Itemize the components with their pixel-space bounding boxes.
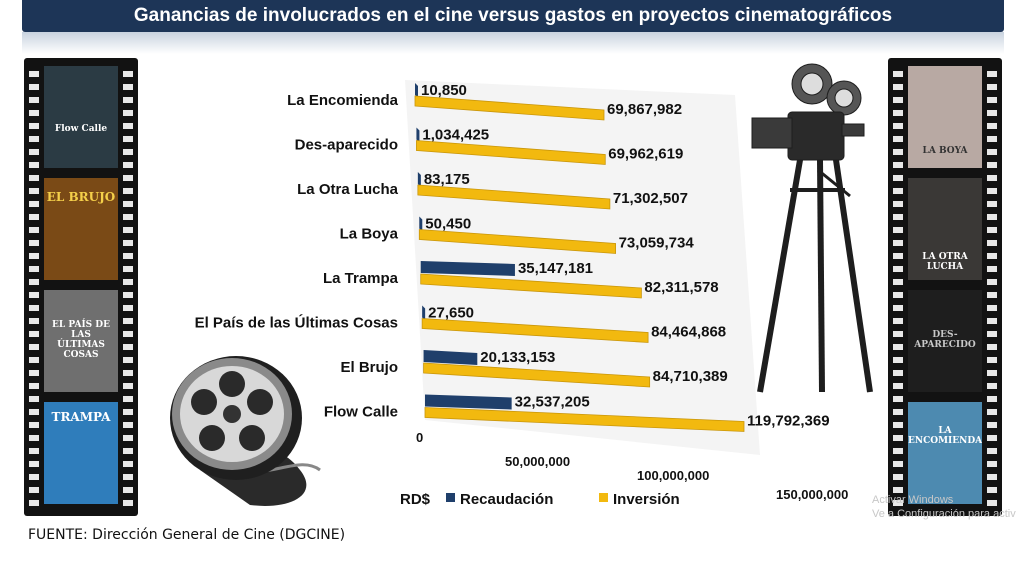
bar-recaudacion: [423, 350, 478, 365]
bar-inversion: [424, 407, 745, 432]
data-label-recaudacion: 32,537,205: [515, 394, 590, 411]
data-label-recaudacion: 20,133,153: [480, 349, 555, 366]
poster-des-aparecido: DES-APARECIDO: [908, 290, 982, 392]
poster-trampa: TRAMPA: [44, 402, 118, 504]
category-label: La Boya: [340, 226, 399, 243]
bar-inversion: [416, 140, 606, 165]
data-label-inversion: 119,792,369: [747, 413, 830, 430]
category-label: El Brujo: [340, 359, 398, 376]
bar-recaudacion: [416, 127, 420, 143]
legend-swatch-inversion: [599, 493, 608, 502]
data-label-inversion: 69,962,619: [608, 146, 683, 163]
data-label-inversion: 84,464,868: [651, 324, 726, 341]
bar-inversion: [418, 229, 616, 254]
data-label-inversion: 73,059,734: [619, 235, 695, 252]
data-label-inversion: 82,311,578: [644, 279, 718, 296]
film-reel-icon: [170, 356, 321, 506]
legend-title: RD$: [400, 491, 431, 508]
film-perforations: [893, 64, 903, 510]
bar-recaudacion: [422, 305, 426, 321]
bar-recaudacion: [425, 394, 512, 410]
category-label: La Trampa: [323, 270, 399, 287]
x-tick-label: 50,000,000: [505, 454, 570, 469]
film-strip-left: Flow Calle EL BRUJO EL PAÍS DE LAS ÚLTIM…: [24, 58, 138, 516]
bar-recaudacion: [419, 216, 423, 232]
poster-la-encomienda: LA ENCOMIENDA: [908, 402, 982, 504]
bar-inversion: [420, 273, 642, 299]
poster-la-boya: LA BOYA: [908, 66, 982, 168]
data-label-recaudacion: 83,175: [424, 171, 470, 188]
category-label: La Otra Lucha: [297, 181, 399, 198]
legend-label-recaudacion: Recaudación: [460, 491, 553, 508]
bar-inversion: [421, 318, 649, 343]
page-title: Ganancias de involucrados en el cine ver…: [22, 0, 1004, 32]
x-tick-label: 0: [416, 430, 423, 445]
film-perforations: [29, 64, 39, 510]
category-label: Des-aparecido: [295, 137, 398, 154]
windows-activation-watermark: Activar Windows Ve a Configuración para …: [872, 493, 1016, 521]
watermark-line: Ve a Configuración para activ: [872, 508, 1016, 520]
data-label-recaudacion: 50,450: [425, 216, 471, 233]
poster-el-brujo: EL BRUJO: [44, 178, 118, 280]
legend-label-inversion: Inversión: [613, 491, 680, 508]
category-label: El País de las Últimas Cosas: [195, 314, 398, 332]
data-label-recaudacion: 1,034,425: [422, 127, 489, 144]
poster-el-pais: EL PAÍS DE LAS ÚLTIMAS COSAS: [44, 290, 118, 392]
film-strip-right: LA BOYA LA OTRA LUCHA DES-APARECIDO LA E…: [888, 58, 1002, 516]
poster-flow-calle: Flow Calle: [44, 66, 118, 168]
x-tick-label: 100,000,000: [637, 468, 709, 483]
data-label-inversion: 69,867,982: [607, 101, 682, 118]
bar-recaudacion: [415, 83, 418, 98]
poster-la-otra-lucha: LA OTRA LUCHA: [908, 178, 982, 280]
data-label-inversion: 71,302,507: [613, 190, 688, 207]
data-label-recaudacion: 27,650: [428, 305, 474, 322]
bar-inversion: [423, 362, 651, 388]
category-label: Flow Calle: [324, 404, 398, 421]
legend-swatch-recaudacion: [446, 493, 455, 502]
movie-camera-icon: [751, 63, 873, 393]
data-label-recaudacion: 35,147,181: [518, 260, 593, 277]
plot-floor: [405, 80, 760, 455]
category-label: La Encomienda: [287, 92, 399, 109]
title-shadow: [22, 32, 1004, 54]
data-label-inversion: 84,710,389: [653, 368, 728, 385]
bar-inversion: [414, 95, 605, 121]
x-tick-label: 150,000,000: [776, 487, 848, 502]
data-label-recaudacion: 10,850: [421, 82, 467, 99]
source-note: FUENTE: Dirección General de Cine (DGCIN…: [28, 527, 346, 543]
bar-recaudacion: [417, 172, 421, 187]
film-perforations: [987, 64, 997, 510]
film-perforations: [123, 64, 133, 510]
bar-recaudacion: [420, 261, 515, 276]
bar-inversion: [417, 184, 611, 210]
watermark-line: Activar Windows: [872, 494, 954, 506]
